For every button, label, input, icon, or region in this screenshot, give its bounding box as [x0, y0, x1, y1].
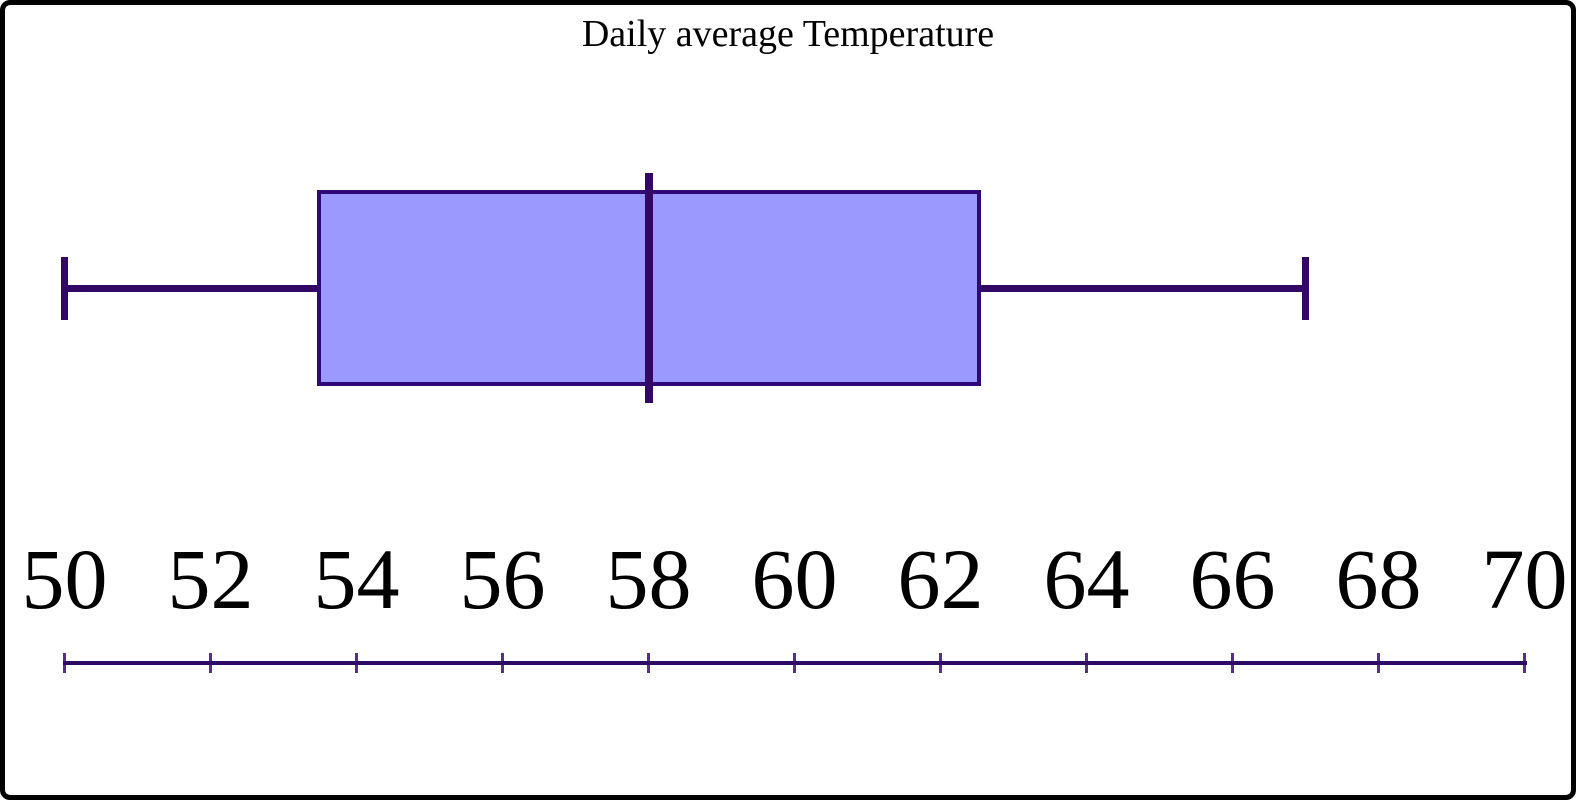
axis-tick-label: 62 [897, 531, 984, 627]
axis-tick-label: 54 [313, 531, 400, 627]
axis-tick-label: 52 [167, 531, 254, 627]
axis-tick-label: 56 [459, 531, 546, 627]
whisker-line-right [977, 284, 1306, 292]
axis-line [62, 661, 1527, 665]
axis-tick-label: 68 [1335, 531, 1422, 627]
axis-tick-label: 70 [1481, 531, 1568, 627]
axis-tick-label: 58 [605, 531, 692, 627]
axis-tick-label: 50 [21, 531, 108, 627]
whisker-cap-left [61, 256, 68, 320]
whisker-cap-right [1302, 256, 1309, 320]
axis-tick-label: 64 [1043, 531, 1130, 627]
chart-title: Daily average Temperature [581, 13, 995, 55]
axis-tick-label: 60 [751, 531, 838, 627]
whisker-line-left [64, 284, 320, 292]
median-line [644, 173, 653, 403]
axis-tick-label: 66 [1189, 531, 1276, 627]
